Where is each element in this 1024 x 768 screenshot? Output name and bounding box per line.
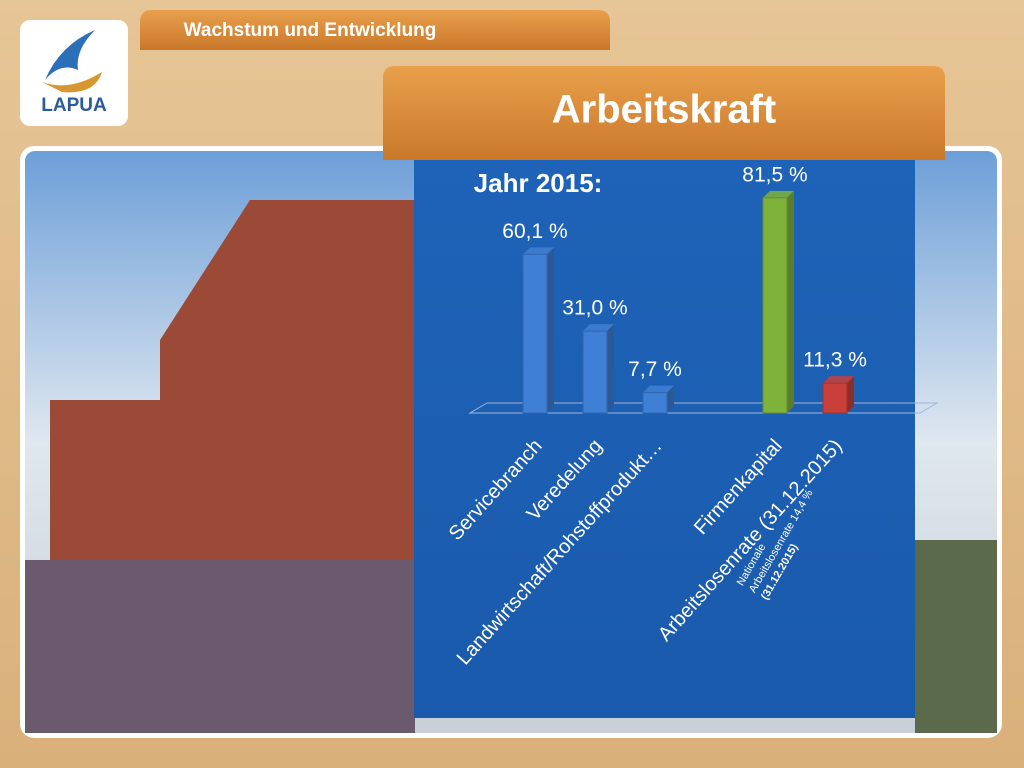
photo-building xyxy=(50,200,415,600)
slide-title: Arbeitskraft xyxy=(552,88,777,132)
bar-top xyxy=(583,324,614,332)
value-label: 11,3 % xyxy=(803,349,867,372)
bar xyxy=(762,197,788,414)
logo-swoosh xyxy=(42,72,102,93)
bar xyxy=(522,253,548,414)
section-title: Wachstum und Entwicklung xyxy=(184,20,437,41)
logo-text: LAPUA xyxy=(41,95,107,116)
chart-panel xyxy=(414,158,915,718)
chart-title: Jahr 2015: xyxy=(474,168,603,198)
bar-side xyxy=(787,190,794,413)
value-label: 31,0 % xyxy=(562,297,627,320)
title-banner xyxy=(383,66,945,160)
value-label: 7,7 % xyxy=(628,358,682,381)
bar-top xyxy=(643,385,674,393)
bar-side xyxy=(547,247,554,413)
photo-flowers xyxy=(25,560,415,733)
logo-box xyxy=(20,20,128,126)
value-label: 60,1 % xyxy=(502,220,567,243)
bar-top xyxy=(523,247,554,255)
logo-swoosh xyxy=(45,30,95,80)
section-tab xyxy=(140,10,610,50)
bar xyxy=(582,330,608,414)
bar-side xyxy=(847,376,854,413)
photo-street xyxy=(915,540,997,733)
bar-side xyxy=(607,324,614,413)
bar-top xyxy=(763,190,794,198)
bar-top xyxy=(823,376,854,384)
bar xyxy=(642,392,668,414)
value-label: 81,5 % xyxy=(742,163,807,186)
bar-side xyxy=(667,385,674,413)
bar xyxy=(822,382,848,414)
